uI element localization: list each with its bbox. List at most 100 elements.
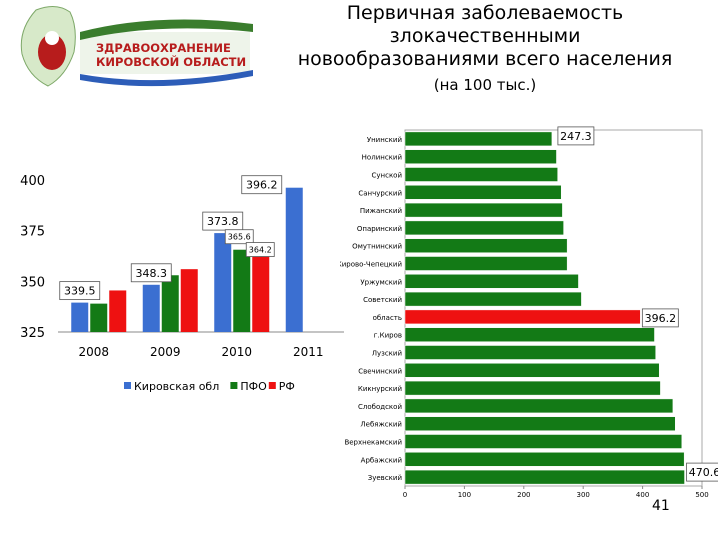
- data-label-box: [202, 211, 244, 231]
- bar: [404, 274, 579, 289]
- bar: [404, 363, 660, 378]
- bar: [161, 275, 179, 332]
- bar: [71, 302, 89, 332]
- data-label-box: [686, 462, 718, 482]
- x-tick-label: 100: [458, 491, 471, 499]
- data-label: 373.8: [207, 215, 239, 228]
- data-label: 348.3: [136, 267, 168, 280]
- x-tick-label: 300: [577, 491, 590, 499]
- bar: [90, 303, 108, 332]
- data-label-box: [641, 308, 679, 328]
- legend-label: РФ: [279, 380, 295, 393]
- logo: ЗДРАВООХРАНЕНИЕ КИРОВСКОЙ ОБЛАСТИ: [8, 2, 258, 92]
- data-label: 396.2: [645, 312, 677, 325]
- category-label: Нолинский: [362, 154, 402, 162]
- x-tick-label: 200: [517, 491, 530, 499]
- bar: [404, 291, 582, 307]
- bar: [109, 290, 127, 332]
- category-label: Унинский: [367, 136, 402, 144]
- bar: [404, 452, 685, 467]
- logo-line-2: КИРОВСКОЙ ОБЛАСТИ: [96, 54, 246, 69]
- category-label: г.Киров: [374, 332, 402, 340]
- y-tick-label: 350: [20, 275, 45, 290]
- bar: [404, 256, 568, 271]
- category-label: Лузский: [372, 350, 402, 358]
- category-label: Пижанский: [360, 207, 402, 215]
- district-bar-chart: Унинский Нолинский Сунской Санчурский Пижанс…: [340, 126, 718, 499]
- data-label-box: [557, 126, 595, 146]
- category-label: Санчурский: [358, 189, 402, 197]
- category-label: Слободской: [358, 403, 402, 411]
- bar: [142, 284, 160, 332]
- bar: [404, 380, 661, 396]
- bar: [404, 202, 563, 218]
- bar: [404, 416, 676, 431]
- legend-label: Кировская обл: [134, 380, 219, 393]
- data-label: 470.6: [689, 466, 718, 479]
- bar: [404, 167, 558, 182]
- bar: [404, 131, 553, 147]
- category-label: Лебяжский: [360, 421, 402, 429]
- category-label: Советский: [363, 296, 402, 304]
- legend-swatch: [230, 382, 238, 389]
- category-label: Зуевский: [368, 474, 402, 482]
- bar: [404, 469, 685, 485]
- data-label: 365.6: [228, 233, 251, 242]
- y-tick-label: 400: [20, 174, 45, 189]
- x-tick-label: 500: [695, 491, 708, 499]
- x-tick-label: 400: [636, 491, 649, 499]
- bar: [404, 220, 564, 236]
- bar: [404, 185, 562, 200]
- data-label-box: [224, 229, 254, 245]
- bar: [180, 269, 198, 332]
- category-label: Свечинский: [358, 367, 402, 375]
- category-label: область: [373, 314, 402, 322]
- page-number: 41: [652, 498, 670, 514]
- data-label: 396.2: [246, 179, 278, 192]
- bar: [233, 249, 251, 332]
- page-title: Первичная заболеваемость злокачественным…: [250, 2, 720, 71]
- x-tick-label: 2009: [150, 345, 181, 359]
- category-label: Верхнекамский: [344, 439, 402, 447]
- bar: [285, 187, 303, 332]
- legend-swatch: [268, 382, 276, 389]
- data-label-box: [130, 263, 172, 283]
- category-label: Опаринский: [357, 225, 402, 233]
- bar: [404, 327, 655, 342]
- legend-label: ПФО: [240, 380, 267, 393]
- plot-frame: [404, 129, 703, 487]
- bar: [404, 149, 557, 164]
- bar: [404, 434, 683, 449]
- data-label-box: [245, 242, 275, 257]
- data-label: 364.2: [249, 246, 272, 255]
- x-tick-label: 2010: [221, 345, 252, 359]
- x-tick-label: 2011: [293, 345, 324, 359]
- y-tick-label: 375: [20, 225, 45, 240]
- category-label: Сунской: [371, 172, 402, 180]
- title-line-1: Первичная заболеваемость: [346, 2, 624, 24]
- x-tick-label: 2008: [78, 345, 109, 359]
- page-subtitle: (на 100 тыс.): [433, 76, 537, 94]
- title-line-2: злокачественными: [389, 25, 581, 47]
- bar: [404, 309, 641, 325]
- legend-swatch: [124, 382, 131, 389]
- category-label: Кикнурский: [358, 385, 402, 393]
- category-label: Арбажский: [361, 456, 402, 464]
- title-line-3: новообразованиями всего населения: [297, 48, 673, 70]
- data-label: 339.5: [64, 285, 96, 298]
- x-tick-label: 0: [403, 491, 407, 499]
- logo-line-1: ЗДРАВООХРАНЕНИЕ: [96, 41, 231, 55]
- bar: [214, 233, 232, 332]
- data-label: 247.3: [560, 130, 592, 143]
- bar: [404, 345, 656, 360]
- category-label: Омутнинский: [352, 243, 402, 251]
- data-label-box: [241, 175, 283, 195]
- bar: [252, 252, 270, 332]
- bar: [404, 238, 568, 253]
- data-label-box: [59, 281, 101, 301]
- category-label: Кирово-Чепецкий: [340, 261, 402, 269]
- y-tick-label: 325: [20, 326, 45, 341]
- yearly-bar-chart: 325 350 375 400 2008 2009 2010 2011 339.5 348.3 37…: [20, 174, 344, 393]
- category-label: Уржумский: [360, 278, 402, 286]
- bar: [404, 398, 674, 414]
